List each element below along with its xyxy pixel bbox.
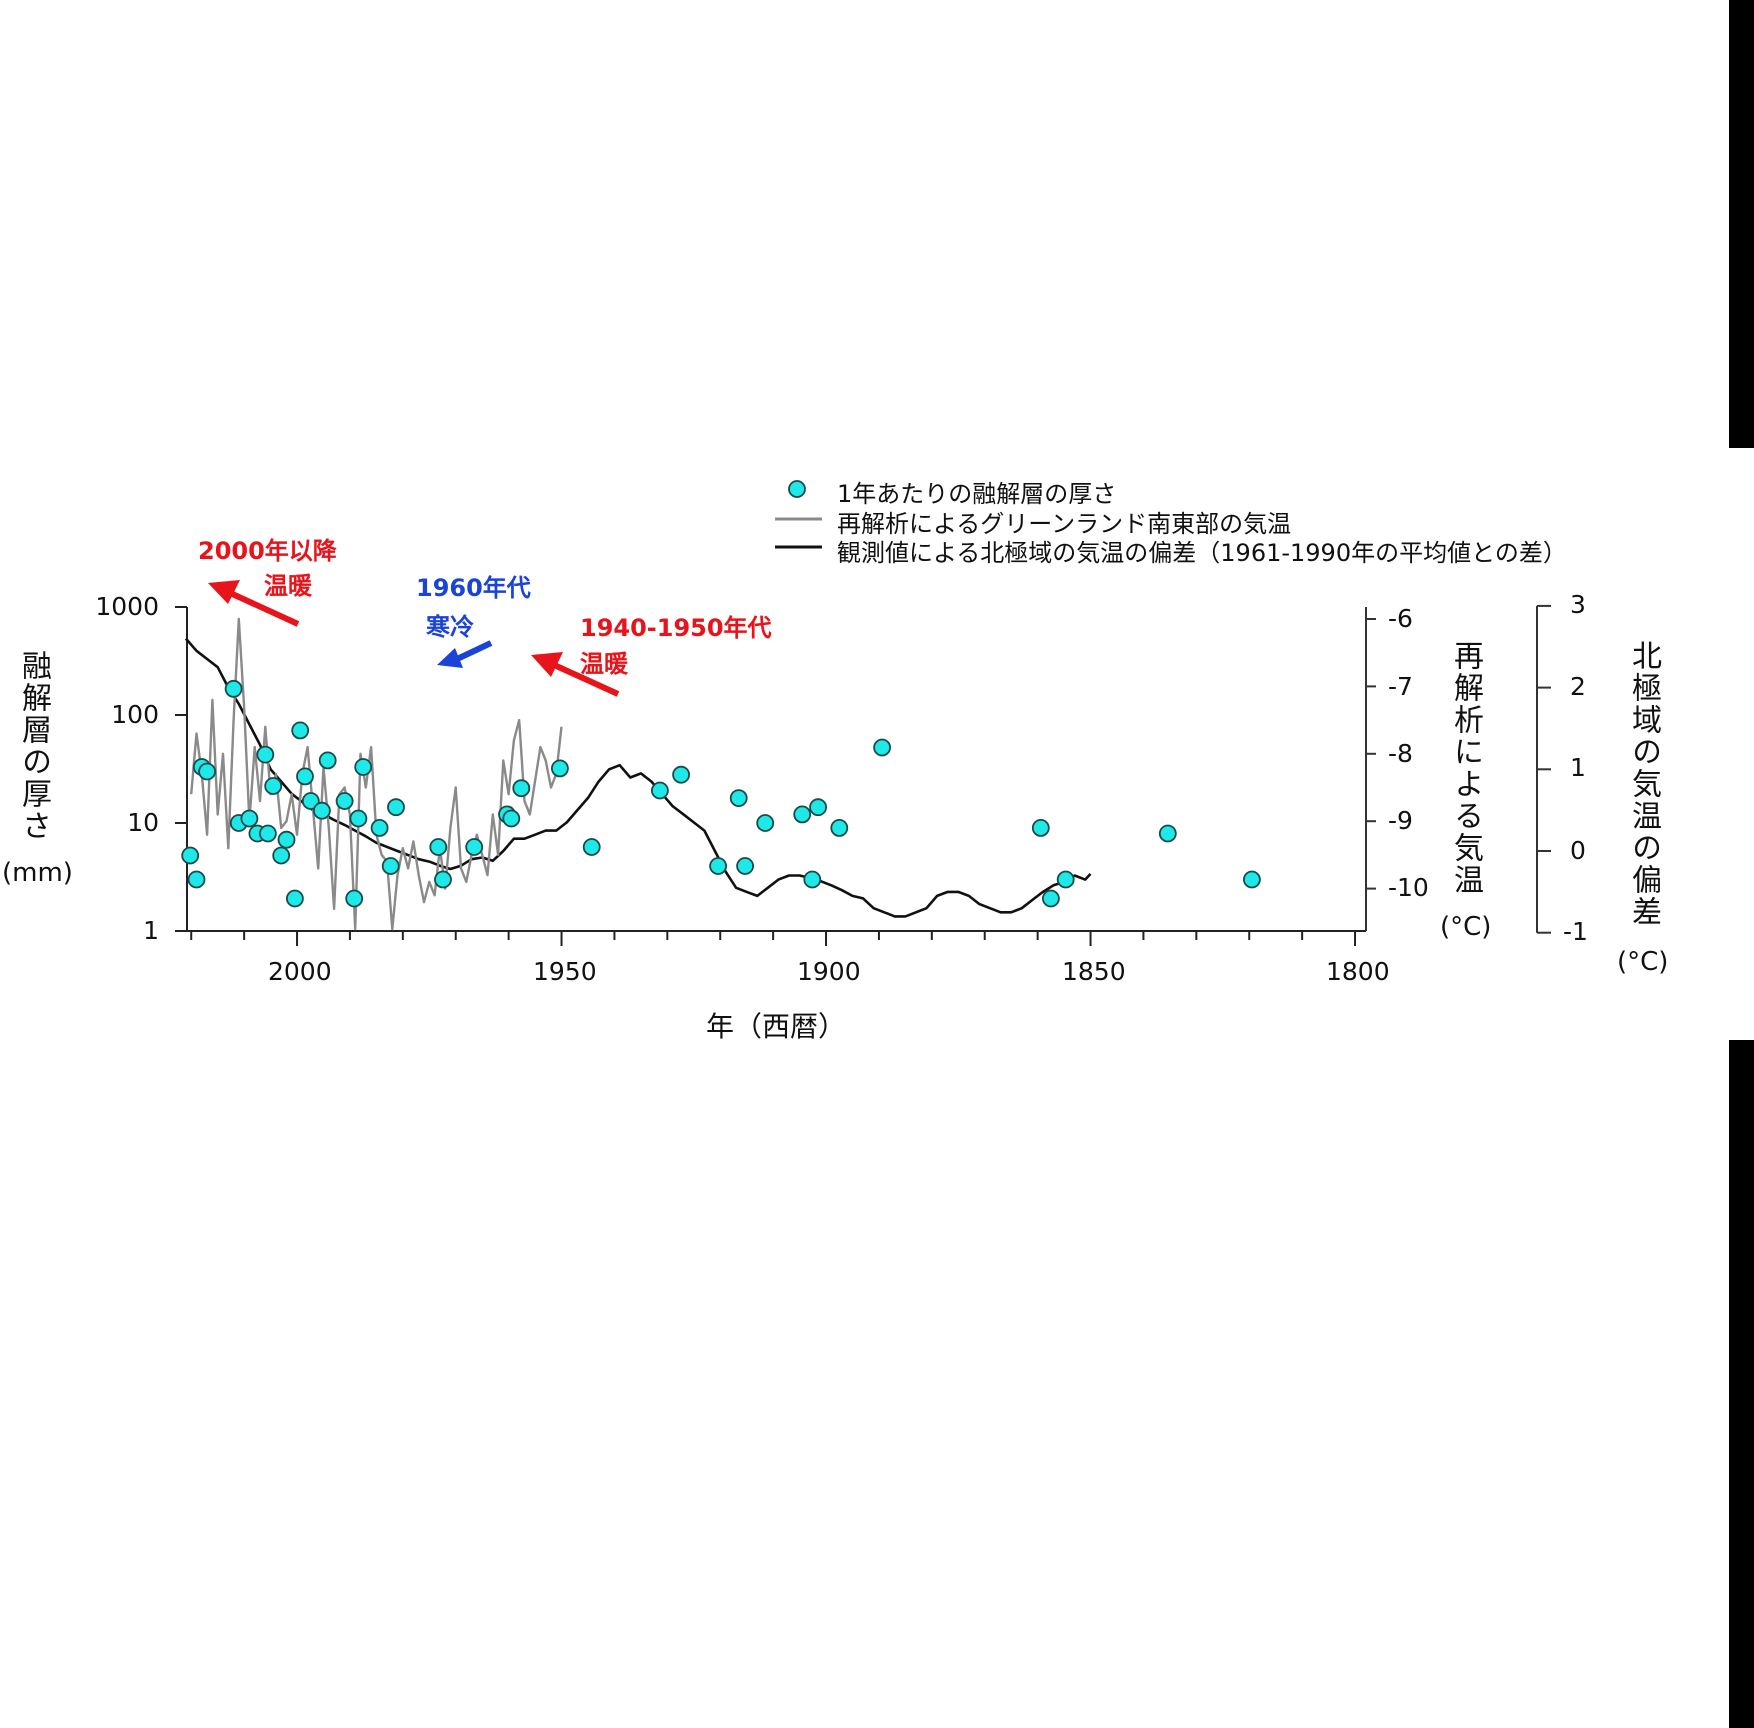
annotation-2000-label: 温暖: [264, 572, 312, 600]
melt-layer-marker: [1056, 870, 1075, 889]
melt-layer-marker: [756, 814, 775, 832]
melt-layer-marker: [873, 738, 891, 757]
melt-layer-marker: [272, 846, 291, 865]
y-right2-axis: [1536, 604, 1551, 934]
annotation-1960-label: 寒冷: [426, 613, 474, 641]
arrow-1940-warm: [531, 652, 620, 697]
y-right2-title: 北極域の気温の偏差: [1626, 640, 1661, 928]
arrow-1960-cold: [437, 640, 493, 668]
y-right2-unit: (°C): [1617, 947, 1669, 977]
melt-layer-marker: [582, 838, 601, 856]
melt-layer-marker: [181, 846, 200, 865]
melt-layer-marker: [387, 798, 405, 817]
melt-layer-marker: [1031, 819, 1050, 837]
arrow-2000-warm: [208, 580, 300, 627]
x-tick-1850: 1850: [1062, 957, 1126, 986]
melt-layer-marker: [429, 838, 448, 856]
annotation-1960-title: 1960年代: [416, 574, 531, 602]
y-left-tick-100: 100: [111, 700, 159, 729]
y-right1-tick--8: -8: [1388, 739, 1413, 768]
y-right2-tick-2: 2: [1570, 672, 1586, 701]
melt-layer-marker: [256, 745, 275, 764]
melt-layer-marker: [830, 819, 849, 837]
melt-layer-marker: [335, 792, 354, 810]
annotation-2000-title: 2000年以降: [198, 537, 337, 565]
legend-item-melt: 1年あたりの融解層の厚さ: [837, 480, 1117, 508]
melt-layer-marker: [672, 765, 690, 784]
y-left-title: 融解層の厚さ: [16, 650, 51, 842]
melt-layer-marker: [285, 889, 304, 908]
annotation-1940-label: 温暖: [580, 650, 628, 678]
melt-layer-marker: [709, 857, 727, 875]
reanalysis-temperature-line: [190, 617, 563, 931]
melt-layer-marker: [277, 830, 296, 849]
y-left-tick-1: 1: [143, 916, 159, 945]
melt-layer-marker: [1042, 889, 1060, 908]
melt-layer-marker: [349, 809, 368, 828]
melt-layer-marker: [258, 824, 277, 843]
y-right1-title: 再解析による気温: [1448, 640, 1483, 896]
melt-layer-marker: [296, 767, 314, 786]
y-right1-tick--10: -10: [1388, 873, 1429, 902]
y-left-unit: (mm): [2, 858, 73, 888]
y-right2-tick--1: -1: [1563, 917, 1588, 946]
melt-layer-marker: [264, 777, 283, 795]
melt-layer-marker: [803, 870, 822, 889]
melt-layer-marker: [809, 798, 827, 817]
y-right1-unit: (°C): [1440, 912, 1492, 942]
x-axis-title: 年（西暦）: [706, 1010, 847, 1043]
melt-layer-markers: [181, 679, 1261, 908]
melt-layer-marker: [1243, 870, 1261, 889]
x-tick-2000: 2000: [268, 957, 332, 986]
melt-layer-marker: [512, 779, 531, 798]
melt-layer-marker: [301, 792, 320, 810]
edge-bar-bottom: [1729, 1040, 1754, 1728]
y-right1-tick--7: -7: [1388, 672, 1413, 701]
melt-layer-marker: [502, 809, 521, 828]
melt-layer-marker: [224, 679, 243, 698]
melt-layer-marker: [354, 758, 373, 776]
y-left-tick-1000: 1000: [95, 592, 159, 621]
x-tick-1800: 1800: [1326, 957, 1390, 986]
melt-layer-marker: [551, 759, 569, 778]
x-tick-1900: 1900: [797, 957, 861, 986]
y-left-tick-10: 10: [127, 808, 159, 837]
y-right1-tick--6: -6: [1388, 604, 1413, 633]
y-right2-tick-3: 3: [1570, 590, 1586, 619]
y-right1-axis: [1365, 607, 1376, 931]
melt-layer-marker: [345, 889, 364, 908]
y-left-ticks: [175, 606, 187, 932]
melt-layer-marker: [736, 857, 754, 875]
x-axis-ticks: [190, 931, 1357, 946]
melt-layer-marker: [370, 819, 389, 837]
melt-layer-marker: [198, 762, 217, 781]
melt-layer-marker: [465, 838, 484, 856]
melt-layer-marker: [187, 870, 206, 889]
melt-layer-marker: [381, 857, 400, 875]
annotation-1940-title: 1940-1950年代: [580, 614, 772, 642]
legend-item-arctic: 観測値による北極域の気温の偏差（1961-1990年の平均値との差）: [837, 539, 1567, 567]
edge-bar-top: [1729, 0, 1754, 448]
melt-layer-marker: [793, 805, 812, 824]
arctic-anomaly-line: [184, 637, 1092, 918]
melt-layer-marker: [312, 801, 331, 820]
y-right1-tick--9: -9: [1388, 806, 1413, 835]
melt-layer-marker: [240, 809, 259, 828]
y-right2-tick-1: 1: [1570, 753, 1586, 782]
melt-layer-marker: [1158, 824, 1177, 843]
melt-layer-marker: [318, 751, 337, 770]
x-tick-1950: 1950: [533, 957, 597, 986]
melt-layer-marker: [291, 721, 310, 740]
melt-layer-marker: [729, 789, 748, 807]
y-right2-tick-0: 0: [1570, 836, 1586, 865]
melt-layer-marker: [651, 781, 669, 800]
melt-layer-marker: [434, 870, 452, 889]
legend-item-reanalysis: 再解析によるグリーンランド南東部の気温: [837, 510, 1292, 538]
legend-marker-icon: [788, 480, 806, 498]
